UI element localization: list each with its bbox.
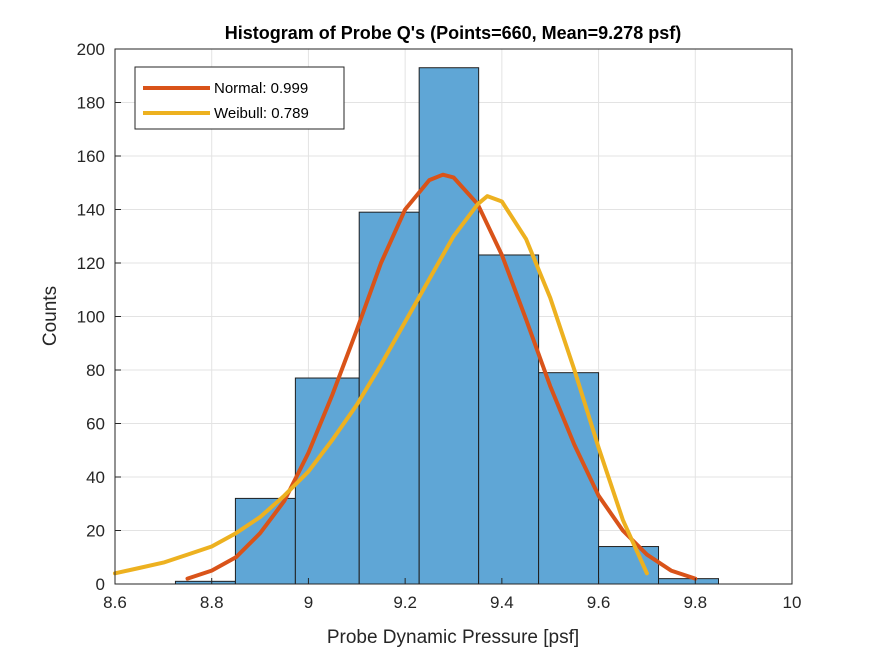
x-tick-label: 9	[304, 593, 313, 612]
x-axis-label: Probe Dynamic Pressure [psf]	[327, 627, 579, 648]
normal-fit-curve	[185, 172, 698, 581]
y-tick-label: 0	[96, 575, 105, 594]
x-tick-label: 8.6	[103, 593, 127, 612]
y-tick-label: 20	[86, 522, 105, 541]
axis-ticks: 8.6 8.8 9 9.2 9.4 9.6 9.8 100204060801001201401…	[77, 40, 802, 612]
chart-title: Histogram of Probe Q's (Points=660, Mean…	[225, 23, 681, 43]
y-tick-label: 100	[77, 308, 105, 327]
weibull-fit-curve	[113, 194, 649, 576]
legend: Normal: 0.999 Weibull: 0.789	[134, 66, 345, 130]
x-tick-label: 9.6	[587, 593, 611, 612]
y-tick-label: 60	[86, 415, 105, 434]
histogram-bar	[234, 497, 296, 585]
x-tick-label: 9.4	[490, 593, 514, 612]
x-tick-label: 9.2	[393, 593, 417, 612]
histogram-bar	[418, 67, 480, 585]
histogram-bar	[478, 254, 540, 585]
x-tick-label: 8.8	[200, 593, 224, 612]
legend-label-weibull: Weibull: 0.789	[214, 105, 309, 122]
y-tick-label: 200	[77, 40, 105, 59]
y-axis-label: Counts	[40, 286, 61, 346]
histogram-bar	[598, 546, 660, 585]
histogram-bar	[294, 377, 360, 585]
y-tick-label: 120	[77, 254, 105, 273]
histogram-bars	[174, 67, 719, 585]
fit-curves	[113, 172, 698, 581]
legend-label-normal: Normal: 0.999	[214, 80, 308, 97]
histogram-bar	[358, 211, 420, 585]
legend-box	[134, 66, 345, 130]
y-tick-label: 80	[86, 361, 105, 380]
y-tick-label: 40	[86, 468, 105, 487]
histogram-bar	[658, 578, 719, 585]
x-tick-label: 10	[783, 593, 802, 612]
y-tick-label: 160	[77, 147, 105, 166]
y-tick-label: 140	[77, 201, 105, 220]
x-tick-label: 9.8	[683, 593, 707, 612]
y-tick-label: 180	[77, 94, 105, 113]
